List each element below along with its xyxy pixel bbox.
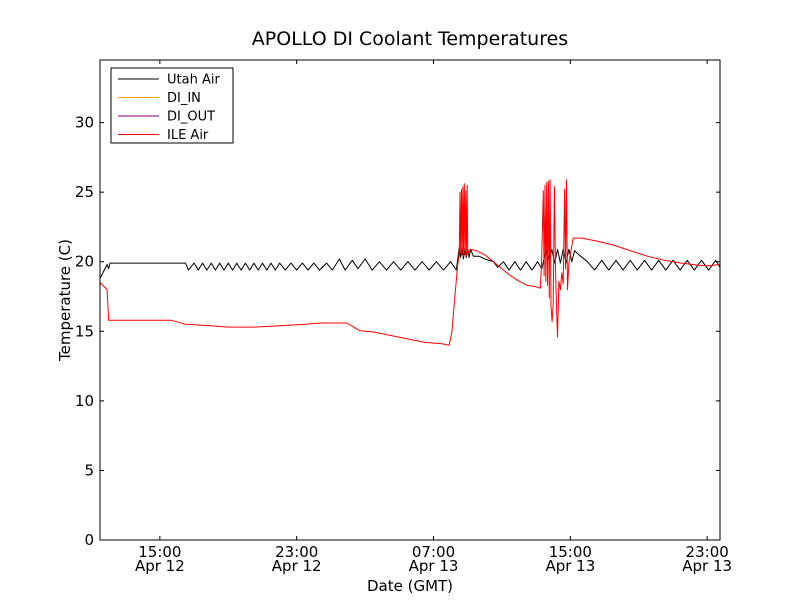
x-tick-label-time: 15:00	[549, 543, 592, 561]
x-tick-label-time: 23:00	[686, 543, 729, 561]
x-tick-label-date: Apr 13	[545, 557, 595, 575]
chart-title: APOLLO DI Coolant Temperatures	[252, 28, 568, 50]
series-line-ile-air	[99, 179, 721, 346]
series-line-utah-air	[99, 245, 721, 279]
legend: Utah Air DI_IN DI_OUT ILE Air	[110, 67, 234, 144]
legend-label: ILE Air	[167, 128, 209, 143]
x-axis-label: Date (GMT)	[367, 577, 453, 595]
y-tick-label: 10	[75, 392, 94, 410]
y-tick-label: 5	[84, 461, 94, 479]
y-tick-label: 0	[84, 531, 94, 549]
x-tick-label-date: Apr 12	[135, 557, 185, 575]
y-axis-label: Temperature (C)	[56, 239, 74, 362]
y-tick-label: 15	[75, 322, 94, 340]
legend-box	[110, 67, 234, 144]
y-tick-label: 25	[75, 183, 94, 201]
legend-label: Utah Air	[167, 73, 220, 88]
y-tick-label: 20	[75, 253, 94, 271]
legend-label: DI_IN	[167, 91, 201, 106]
x-tick-label-time: 15:00	[138, 543, 181, 561]
x-tick-label-date: Apr 13	[682, 557, 732, 575]
y-tick-label: 30	[75, 114, 94, 132]
x-tick-label-time: 07:00	[412, 543, 455, 561]
legend-label: DI_OUT	[167, 110, 215, 125]
plot-area	[99, 179, 721, 346]
x-tick-label-date: Apr 12	[272, 557, 322, 575]
x-tick-label-date: Apr 13	[409, 557, 459, 575]
x-tick-label-time: 23:00	[275, 543, 318, 561]
plot-frame	[99, 59, 721, 541]
